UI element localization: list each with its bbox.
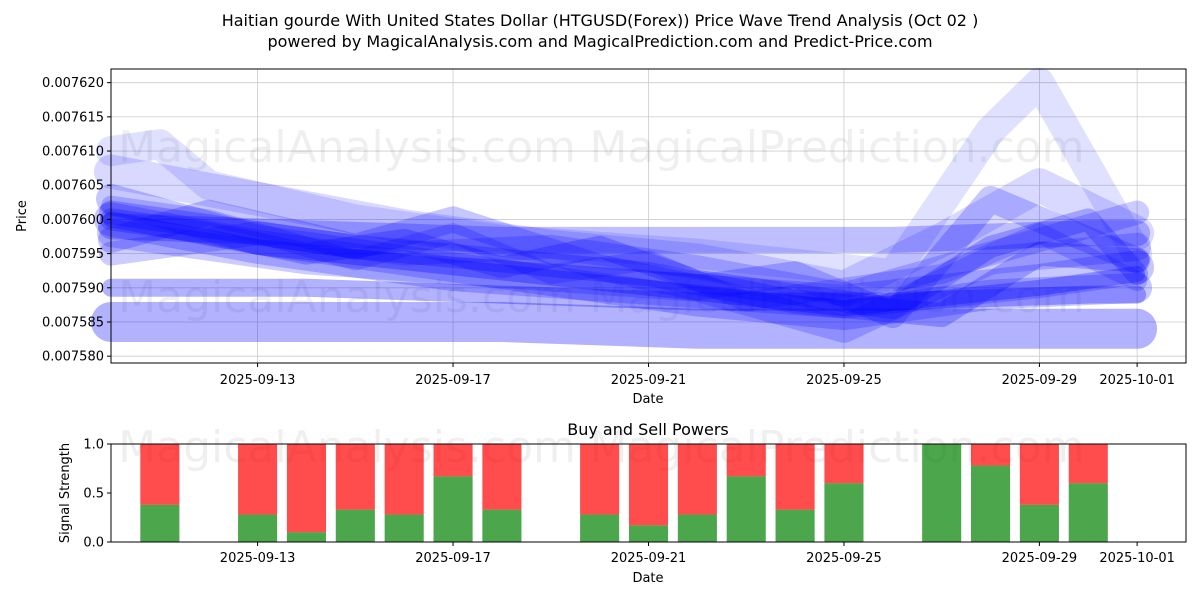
buy-bar <box>677 514 717 542</box>
main-y-tick-label: 0.007595 <box>42 247 104 262</box>
main-y-axis: 0.007580 0.007585 0.007590 0.007595 0.007600… <box>42 76 111 365</box>
wave-line-8 <box>98 185 1151 329</box>
sell-bar <box>384 444 424 515</box>
wave-line-10 <box>94 154 1155 305</box>
sell-bar <box>238 444 278 515</box>
main-x-tick-label: 2025-09-21 <box>611 373 687 388</box>
sell-bar <box>628 444 669 526</box>
buy-bar <box>580 514 620 542</box>
figure-title-line2: powered by MagicalAnalysis.com and Magic… <box>267 32 932 51</box>
buy-bar <box>1068 483 1108 542</box>
watermark-analysis-top: MagicalAnalysis.com <box>118 122 576 173</box>
sub-y-axis-label: Signal Strength <box>58 443 73 543</box>
main-y-tick-label: 0.007600 <box>42 213 104 228</box>
wave-line-12 <box>91 302 1158 349</box>
buy-bar <box>628 525 669 542</box>
sub-x-tick-label: 2025-09-13 <box>220 551 296 566</box>
sub-x-tick-label: 2025-09-29 <box>1002 551 1078 566</box>
buy-bar <box>335 509 375 542</box>
sub-x-axis-label: Date <box>632 571 663 586</box>
buy-bar <box>384 514 424 542</box>
main-y-tick-label: 0.007580 <box>42 350 104 365</box>
main-x-tick-label: 2025-09-13 <box>220 373 296 388</box>
wave-line-6 <box>100 208 1149 320</box>
main-x-tick-label: 2025-09-17 <box>415 373 491 388</box>
sub-y-tick-label: 0.0 <box>83 536 104 551</box>
sell-bar <box>824 444 864 484</box>
watermark-prediction-top: MagicalPrediction.com <box>590 122 1085 173</box>
main-grid <box>111 69 1186 363</box>
sell-bar <box>971 444 1011 466</box>
buy-bar <box>922 444 962 542</box>
wave-line-9 <box>96 67 1153 290</box>
sub-x-tick-label: 2025-09-21 <box>611 551 687 566</box>
main-x-tick-label: 2025-10-01 <box>1099 373 1175 388</box>
buy-bar <box>238 514 278 542</box>
wave-line-2 <box>98 213 1151 253</box>
price-wave-chart: MagicalAnalysis.com MagicalPrediction.co… <box>15 67 1187 407</box>
sub-x-axis: 2025-09-13 2025-09-17 2025-09-21 2025-09-25… <box>220 542 1175 566</box>
wave-line-11 <box>102 278 1147 311</box>
main-y-axis-label: Price <box>15 200 30 232</box>
sell-bar <box>1019 444 1059 505</box>
sell-bar <box>286 444 326 533</box>
buy-bar <box>726 476 766 542</box>
main-y-tick-label: 0.007585 <box>42 315 104 330</box>
sub-y-axis: 0.0 0.5 1.0 <box>83 438 111 551</box>
watermark-prediction-middle: MagicalPrediction.com <box>590 272 1085 323</box>
main-watermarks: MagicalAnalysis.com MagicalPrediction.co… <box>118 122 1084 323</box>
sub-x-tick-label: 2025-09-17 <box>415 551 491 566</box>
wave-line-7 <box>101 195 1148 312</box>
buy-bar <box>482 509 522 542</box>
sub-bars <box>140 444 1108 542</box>
sell-bar <box>726 444 766 477</box>
sub-y-tick-label: 0.5 <box>83 487 104 502</box>
wave-line-13 <box>99 200 1150 307</box>
buy-bar <box>1019 504 1059 542</box>
sell-bar <box>140 444 180 505</box>
buy-bar <box>824 483 864 542</box>
buy-sell-power-chart: Buy and Sell Powers MagicalAnalysis.com … <box>58 420 1187 586</box>
main-y-tick-label: 0.007590 <box>42 281 104 296</box>
buy-bar <box>140 504 180 542</box>
sell-bar <box>482 444 522 510</box>
wave-line-1 <box>94 202 1155 319</box>
main-x-axis-label: Date <box>632 392 663 407</box>
figure-title-line1: Haitian gourde With United States Dollar… <box>222 11 979 30</box>
buy-bar <box>433 476 473 542</box>
sub-x-tick-label: 2025-10-01 <box>1099 551 1175 566</box>
main-x-axis: 2025-09-13 2025-09-17 2025-09-21 2025-09-25… <box>220 363 1175 388</box>
watermark-analysis-middle: MagicalAnalysis.com <box>118 272 576 323</box>
wave-line-3 <box>96 183 1153 331</box>
main-y-tick-label: 0.007620 <box>42 76 104 91</box>
sub-y-tick-label: 1.0 <box>83 438 104 453</box>
sell-bar <box>580 444 620 515</box>
wave-line-4 <box>99 200 1150 328</box>
sell-bar <box>1068 444 1108 484</box>
buy-bar <box>775 509 815 542</box>
buy-bar <box>286 532 326 542</box>
main-waves <box>91 67 1158 349</box>
buy-bar <box>971 465 1011 542</box>
main-y-tick-label: 0.007610 <box>42 145 104 160</box>
main-x-tick-label: 2025-09-25 <box>806 373 882 388</box>
main-y-tick-label: 0.007605 <box>42 179 104 194</box>
wave-line-5 <box>97 219 1152 343</box>
wave-line-14 <box>103 211 1146 317</box>
sub-x-tick-label: 2025-09-25 <box>806 551 882 566</box>
sub-chart-title: Buy and Sell Powers <box>567 420 729 439</box>
sell-bar <box>677 444 717 515</box>
sell-bar <box>775 444 815 510</box>
sell-bar <box>335 444 375 510</box>
sell-bar <box>433 444 473 477</box>
main-x-tick-label: 2025-09-29 <box>1002 373 1078 388</box>
main-y-tick-label: 0.007615 <box>42 110 104 125</box>
